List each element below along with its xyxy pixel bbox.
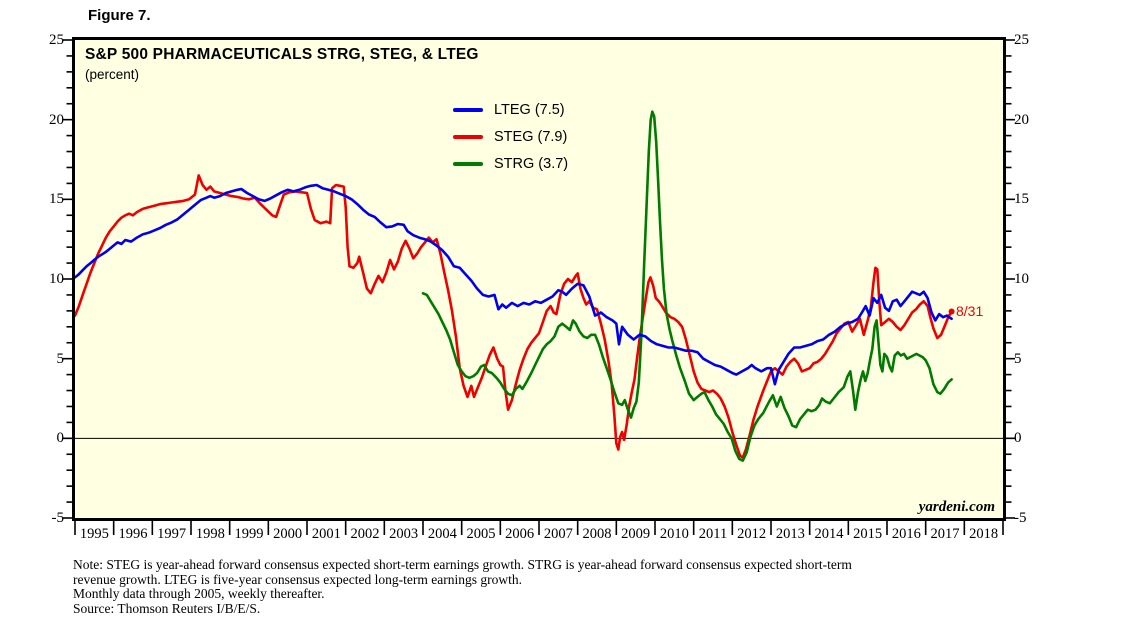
x-tick-label: 2005 xyxy=(466,526,496,542)
steg-end-dot xyxy=(948,308,955,315)
plot-area: S&P 500 PHARMACEUTICALS STRG, STEG, & LT… xyxy=(72,37,1006,521)
note-line: Note: STEG is year-ahead forward consens… xyxy=(73,557,852,572)
chart-subtitle: (percent) xyxy=(85,67,140,82)
x-tick-label: 2002 xyxy=(350,526,380,542)
x-tick-label: 2015 xyxy=(853,526,883,542)
y-tick-label: 0 xyxy=(1014,430,1022,447)
note-line: Monthly data through 2005, weekly therea… xyxy=(73,586,325,601)
chart-title: S&P 500 PHARMACEUTICALS STRG, STEG, & LT… xyxy=(85,46,479,63)
x-tick-label: 2017 xyxy=(930,526,960,542)
x-tick-label: 2013 xyxy=(775,526,805,542)
y-tick-label: 15 xyxy=(49,191,64,208)
y-tick-label: -5 xyxy=(1014,510,1027,526)
x-tick-label: 2006 xyxy=(505,526,535,542)
lteg-line xyxy=(75,183,953,386)
y-tick-label: -5 xyxy=(51,510,65,526)
x-tick-label: 2001 xyxy=(311,526,341,542)
y-tick-label: 25 xyxy=(1014,32,1029,48)
legend-swatch-lteg xyxy=(453,107,483,112)
notes: Note: STEG is year-ahead forward consens… xyxy=(73,557,1003,616)
x-tick-label: 2003 xyxy=(389,526,419,542)
legend-swatch-strg xyxy=(453,161,483,166)
x-tick-label: 2014 xyxy=(814,526,844,542)
x-tick-label: 2011 xyxy=(698,526,728,542)
legend-label: LTEG (7.5) xyxy=(494,101,565,118)
note-line: revenue growth. LTEG is five-year consen… xyxy=(73,571,522,587)
x-tick-label: 2016 xyxy=(891,526,921,542)
legend-item-strg: STRG (3.7) xyxy=(453,150,568,177)
y-tick-label: 25 xyxy=(49,32,64,48)
x-tick-label: 1997 xyxy=(157,526,187,542)
strg-line xyxy=(421,110,953,462)
x-tick-label: 2012 xyxy=(737,526,767,542)
steg-line xyxy=(75,174,953,459)
x-tick-label: 1996 xyxy=(118,526,148,542)
legend: LTEG (7.5) STEG (7.9) STRG (3.7) xyxy=(453,96,568,177)
y-tick-label: 10 xyxy=(49,271,64,287)
x-tick-label: 2004 xyxy=(427,526,457,542)
x-tick-label: 2010 xyxy=(659,526,689,542)
figure-label: Figure 7. xyxy=(88,7,151,24)
watermark: yardeni.com xyxy=(918,499,995,515)
legend-item-steg: STEG (7.9) xyxy=(453,123,568,150)
y-tick-label: 0 xyxy=(56,430,65,447)
x-tick-label: 2007 xyxy=(543,526,573,542)
y-tick-label: 20 xyxy=(1014,111,1029,128)
x-tick-label: 2009 xyxy=(621,526,651,542)
legend-label: STRG (3.7) xyxy=(494,155,569,172)
legend-item-lteg: LTEG (7.5) xyxy=(453,96,568,123)
y-tick-label: 15 xyxy=(1014,191,1029,208)
x-tick-label: 2018 xyxy=(969,526,999,542)
x-tick-label: 1998 xyxy=(195,526,225,542)
x-tick-label: 2000 xyxy=(273,526,303,542)
chart-canvas xyxy=(75,110,1003,462)
y-tick-label: 5 xyxy=(1014,350,1022,367)
x-tick-label: 1999 xyxy=(234,526,264,542)
y-tick-label: 5 xyxy=(56,350,65,367)
y-tick-label: 10 xyxy=(1014,271,1029,287)
date-annotation: 8/31 xyxy=(956,303,984,319)
y-tick-label: 20 xyxy=(49,111,64,128)
note-line: Source: Thomson Reuters I/B/E/S. xyxy=(73,600,261,616)
legend-label: STEG (7.9) xyxy=(494,128,568,145)
x-tick-label: 1995 xyxy=(79,526,109,542)
x-tick-label: 2008 xyxy=(582,526,612,542)
legend-swatch-steg xyxy=(453,134,483,139)
